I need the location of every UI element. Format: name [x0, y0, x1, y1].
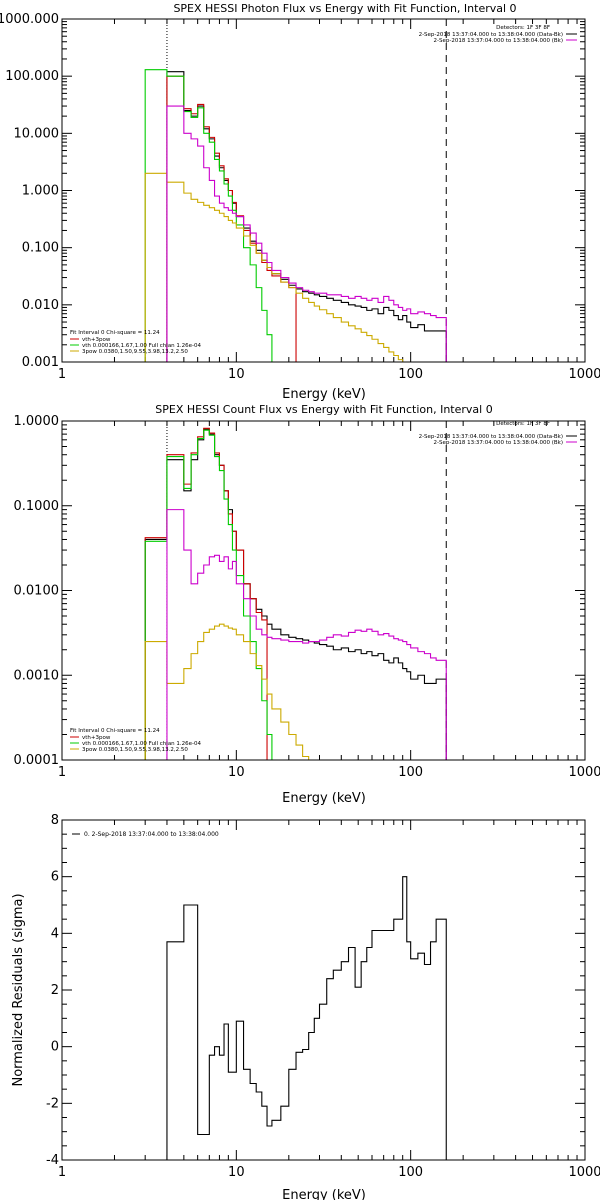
header-legend-entry: 2-Sep-2018 13:37:04.000 to 13:38:04.000 …	[434, 440, 564, 446]
series-data-bk-line	[166, 71, 447, 362]
y-tick-label: -2	[46, 1096, 59, 1111]
x-tick-labels: 1 10 100 1000	[58, 367, 600, 382]
y-tick-label: 0.0001	[14, 753, 60, 768]
x-tick-label: 1	[58, 1165, 66, 1180]
x-tick-label: 100	[398, 765, 423, 780]
x-axis-label: Energy (keV)	[282, 387, 366, 402]
reference-lines	[166, 421, 447, 760]
plot-frame	[61, 18, 586, 363]
plot-frame	[61, 819, 586, 1161]
series-group	[144, 427, 447, 760]
fit-legend-entry: 3pow 0.0380,1.50,9.55,3.98,13.2,2.50	[82, 747, 188, 753]
header-legend: 2-Sep-2018 13:37:04.000 to 13:38:04.000 …	[419, 434, 577, 446]
fit-legend-entry: vth 0.000166,1.67,1.00 Full chian 1.26e-…	[82, 343, 202, 349]
y-tick-label: 0.010	[22, 298, 59, 313]
y-tick-label: 0.0010	[14, 668, 60, 683]
fit-legend-entry: vth 0.000166,1.67,1.00 Full chian 1.26e-…	[82, 741, 202, 747]
header-legend-entry: 2-Sep-2018 13:37:04.000 to 13:38:04.000 …	[419, 32, 563, 38]
y-tick-label: 1000.000	[0, 12, 59, 27]
x-tick-label: 1000	[568, 765, 600, 780]
y-tick-label: 1.000	[22, 184, 59, 199]
y-tick-label: 0.100	[22, 241, 59, 256]
x-tick-label: 1	[58, 765, 66, 780]
y-tick-labels: -4 -2 0 2 4 6 8	[46, 813, 59, 1168]
fit-legend-entry: 3pow 0.0380,1.50,9.55,3.98,13.2,2.50	[82, 349, 188, 355]
header-legend-entry: 2-Sep-2018 13:37:04.000 to 13:38:04.000 …	[434, 38, 564, 44]
series-bk-line	[166, 509, 447, 760]
series-data-bk-line	[144, 428, 447, 760]
x-tick-label: 1000	[568, 1165, 600, 1180]
series-3pow-line	[144, 623, 310, 760]
x-tick-labels: 1 10 100 1000	[58, 765, 600, 780]
y-tick-label: 8	[51, 813, 59, 828]
series-3pow-line	[144, 172, 404, 362]
y-tick-label: 100.000	[5, 69, 59, 84]
x-axis-label: Energy (keV)	[282, 1188, 366, 1200]
detectors-label: Detectors: 1F 3F 8F	[496, 25, 550, 31]
y-tick-label: 0.001	[22, 355, 59, 370]
axis-ticks	[61, 420, 586, 761]
residuals-chart: Energy (keV) Normalized Residuals (sigma…	[11, 813, 600, 1200]
series-vth-line	[144, 69, 273, 362]
x-tick-label: 1	[58, 367, 66, 382]
y-tick-label: 2	[51, 983, 59, 998]
fit-legend-title: Fit Interval 0 Chi-square = 11.24	[70, 728, 160, 734]
y-tick-labels: 0.0001 0.0010 0.0100 0.1000 1.0000	[14, 414, 60, 768]
y-tick-label: 4	[51, 926, 59, 941]
fit-legend-title: Fit Interval 0 Chi-square = 11.24	[70, 330, 160, 336]
legend-entry: 0. 2-Sep-2018 13:37:04.000 to 13:38:04.0…	[84, 831, 219, 838]
header-legend-entry: 2-Sep-2018 13:37:04.000 to 13:38:04.000 …	[419, 434, 563, 440]
y-tick-label: -4	[46, 1153, 59, 1168]
series-group	[166, 876, 447, 1160]
fit-legend-entry: vth+3pow	[82, 337, 111, 343]
series-vth-3pow-line	[144, 427, 268, 760]
y-tick-label: 0	[51, 1040, 59, 1055]
plot-frame	[61, 420, 586, 761]
x-tick-label: 10	[228, 367, 245, 382]
y-tick-label: 0.1000	[14, 499, 60, 514]
axis-ticks	[61, 18, 586, 363]
series-vth-3pow-line	[166, 75, 297, 362]
y-tick-labels: 0.001 0.010 0.100 1.000 10.000 100.000 1000.00…	[0, 12, 59, 370]
chart-title: SPEX HESSI Count Flux vs Energy with Fit…	[155, 403, 492, 416]
x-tick-labels: 1 10 100 1000	[58, 1165, 600, 1180]
chart-title: SPEX HESSI Photon Flux vs Energy with Fi…	[173, 2, 516, 15]
count-flux-chart: SPEX HESSI Count Flux vs Energy with Fit…	[14, 403, 600, 806]
series-group	[144, 69, 447, 362]
x-tick-label: 100	[398, 367, 423, 382]
fit-legend-entry: vth+3pow	[82, 735, 111, 741]
x-tick-label: 100	[398, 1165, 423, 1180]
y-axis-label: Normalized Residuals (sigma)	[11, 893, 26, 1086]
detectors-label: Detectors: 1F 3F 8F	[496, 421, 550, 427]
series-0-2-sep-2018-13-37-04-000-to-13-38-04-000-line	[166, 876, 447, 1160]
series-vth-line	[144, 429, 273, 760]
axis-ticks	[61, 819, 586, 1161]
y-tick-label: 0.0100	[14, 584, 60, 599]
y-tick-label: 1.0000	[14, 414, 60, 429]
y-tick-label: 6	[51, 870, 59, 885]
header-legend: 2-Sep-2018 13:37:04.000 to 13:38:04.000 …	[419, 32, 577, 44]
x-tick-label: 10	[228, 1165, 245, 1180]
photon-flux-chart: SPEX HESSI Photon Flux vs Energy with Fi…	[0, 2, 600, 402]
x-axis-label: Energy (keV)	[282, 791, 366, 806]
series-bk-line	[166, 105, 447, 362]
fit-legend: Fit Interval 0 Chi-square = 11.24vth+3po…	[70, 330, 202, 355]
x-tick-label: 10	[228, 765, 245, 780]
y-tick-label: 10.000	[14, 126, 60, 141]
x-tick-label: 1000	[568, 367, 600, 382]
fit-legend: Fit Interval 0 Chi-square = 11.24vth+3po…	[70, 728, 202, 753]
